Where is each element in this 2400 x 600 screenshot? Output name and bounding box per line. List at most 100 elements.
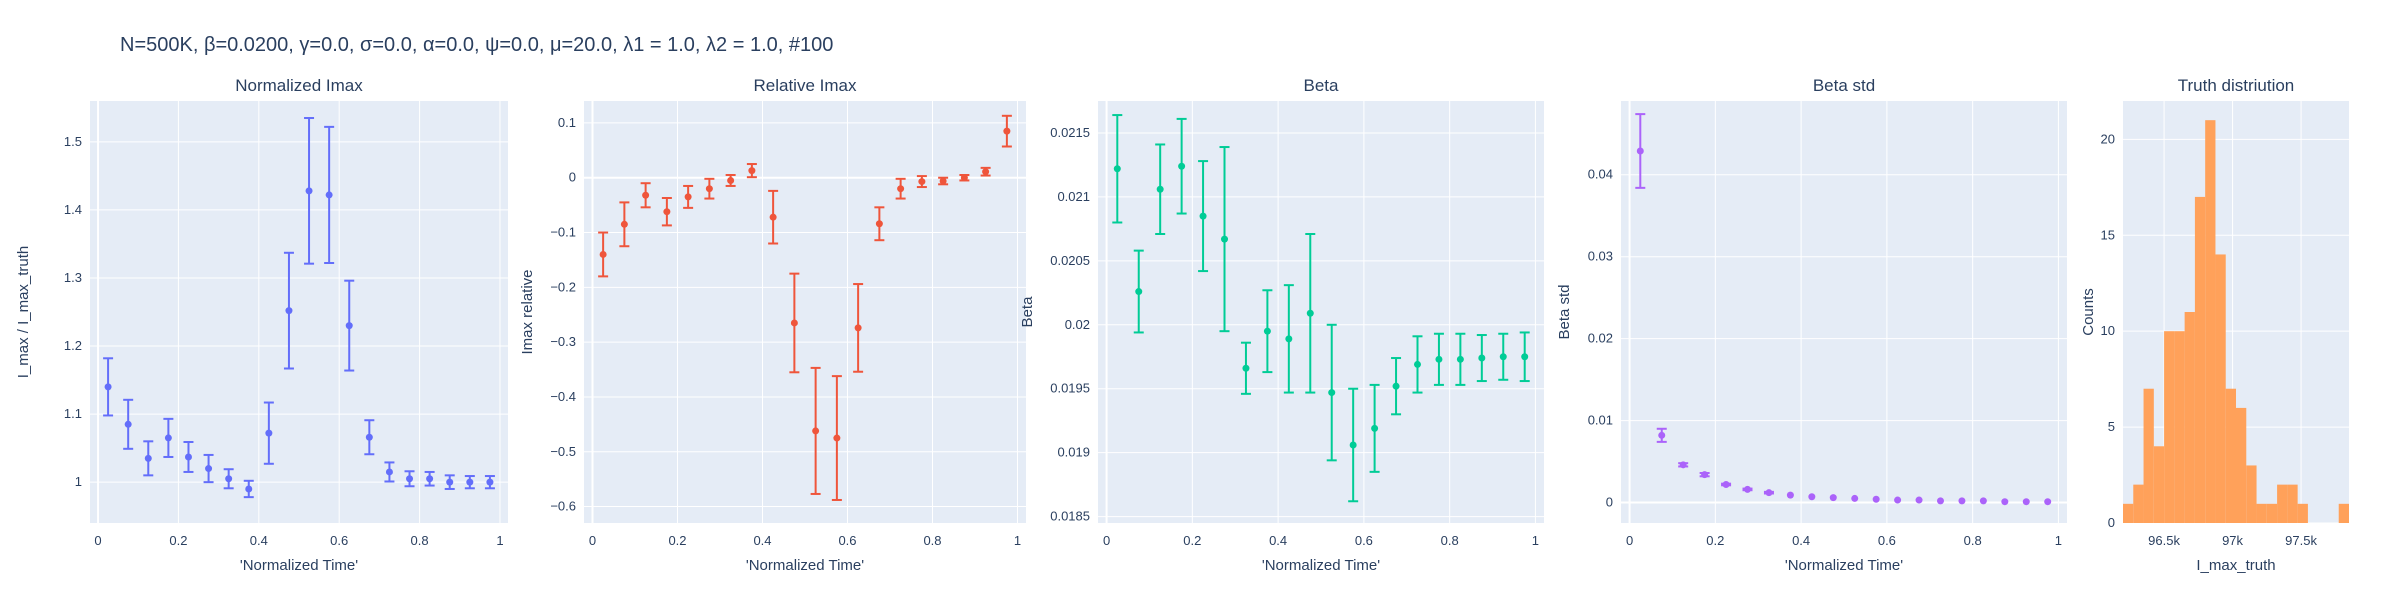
data-point (1371, 424, 1379, 432)
data-point (365, 433, 373, 441)
y-tick-label: 1 (75, 474, 82, 489)
x-tick-label: 1 (1014, 533, 1021, 548)
x-tick-label: 0.2 (668, 533, 686, 548)
data-point (1829, 494, 1837, 502)
x-tick-label: 0.8 (923, 533, 941, 548)
y-tick-label: 0.0215 (1050, 125, 1090, 140)
x-tick-label: 0.8 (411, 533, 429, 548)
data-point (1915, 496, 1923, 504)
data-point (446, 478, 454, 486)
y-tick-label: 0.03 (1588, 249, 1613, 264)
y-tick-label: −0.5 (550, 444, 576, 459)
data-point (2001, 498, 2009, 506)
x-tick-label: 0.4 (1269, 533, 1287, 548)
y-tick-label: −0.1 (550, 225, 576, 240)
data-point (1456, 355, 1464, 363)
data-point (790, 319, 798, 327)
data-point (1636, 147, 1644, 155)
y-axis-label: Imax relative (519, 269, 536, 354)
histogram-bar (2287, 484, 2298, 523)
histogram-bar (2246, 465, 2257, 523)
error-bar-series (1112, 114, 1530, 503)
data-point (1242, 364, 1250, 372)
y-tick-label: 0 (1606, 495, 1613, 510)
plot-background (584, 101, 1026, 523)
data-point (1499, 353, 1507, 361)
data-point (982, 168, 990, 176)
data-point (1156, 185, 1164, 193)
data-point (727, 176, 735, 184)
x-axis-label: 'Normalized Time' (746, 557, 864, 574)
data-point (1221, 235, 1229, 243)
histogram-bar (2123, 503, 2134, 523)
x-axis-label: 'Normalized Time' (240, 557, 358, 574)
y-tick-label: 1.3 (64, 270, 82, 285)
data-point (1786, 491, 1794, 499)
y-tick-label: 0.1 (558, 115, 576, 130)
histogram-bar (2215, 254, 2226, 524)
y-tick-label: 0.02 (1588, 331, 1613, 346)
x-axis-label: 'Normalized Time' (1785, 557, 1903, 574)
x-tick-label: 0.2 (1183, 533, 1201, 548)
y-tick-label: 0.01 (1588, 413, 1613, 428)
data-point (642, 191, 650, 199)
data-point (705, 185, 713, 193)
data-point (620, 220, 628, 228)
histogram-bar (2164, 331, 2175, 523)
x-tick-label: 0.8 (1441, 533, 1459, 548)
histogram-bar (2297, 503, 2308, 523)
data-point (1979, 497, 1987, 505)
data-point (164, 434, 172, 442)
data-point (1178, 162, 1186, 170)
x-tick-label: 96.5k (2148, 533, 2180, 548)
data-point (1392, 382, 1400, 390)
data-point (1328, 389, 1336, 397)
subplot-title: Beta (1304, 76, 1340, 95)
data-point (1658, 431, 1666, 439)
y-tick-label: 10 (2101, 323, 2115, 338)
data-point (2044, 498, 2052, 506)
x-tick-label: 0.6 (1878, 533, 1896, 548)
histogram-bar (2266, 503, 2278, 523)
plot-background (1098, 101, 1544, 523)
y-tick-label: 1.5 (64, 134, 82, 149)
data-point (1958, 497, 1966, 505)
data-point (1135, 288, 1143, 296)
x-tick-label: 0.6 (838, 533, 856, 548)
data-point (1478, 354, 1486, 362)
x-tick-label: 97.5k (2285, 533, 2317, 548)
x-tick-label: 1 (2055, 533, 2062, 548)
data-point (1679, 461, 1687, 469)
data-point (466, 478, 474, 486)
plot-background (1621, 101, 2067, 523)
histogram-bar (2256, 503, 2267, 523)
histogram-bar (2153, 446, 2165, 523)
y-tick-label: 0.0195 (1050, 381, 1090, 396)
y-tick-label: 1.4 (64, 202, 82, 217)
histogram-bar (2143, 388, 2154, 523)
data-point (599, 250, 607, 258)
x-tick-label: 0.4 (753, 533, 771, 548)
data-point (960, 174, 968, 182)
data-point (144, 454, 152, 462)
y-tick-label: 15 (2101, 227, 2115, 242)
data-point (748, 167, 756, 175)
histogram-bar (2194, 196, 2206, 523)
data-point (1894, 496, 1902, 504)
data-point (1003, 127, 1011, 135)
y-tick-label: −0.3 (550, 334, 576, 349)
data-point (1285, 335, 1293, 343)
data-point (1413, 360, 1421, 368)
data-point (104, 383, 112, 391)
subplot-title: Normalized Imax (235, 76, 363, 95)
x-axis-label: 'Normalized Time' (1262, 557, 1380, 574)
subplot-2: 0 0.2 0.4 0.6 0.8 1 −0.6 −0.5 −0.4 −0.3 −0.2 −0.1 0 0… (519, 76, 1026, 574)
y-tick-label: 0.02 (1065, 317, 1090, 332)
data-point (918, 178, 926, 186)
x-tick-label: 0.4 (250, 533, 268, 548)
histogram-bar (2174, 331, 2185, 523)
x-tick-label: 0.2 (169, 533, 187, 548)
data-point (245, 485, 253, 493)
data-point (897, 185, 905, 193)
data-point (939, 177, 947, 185)
